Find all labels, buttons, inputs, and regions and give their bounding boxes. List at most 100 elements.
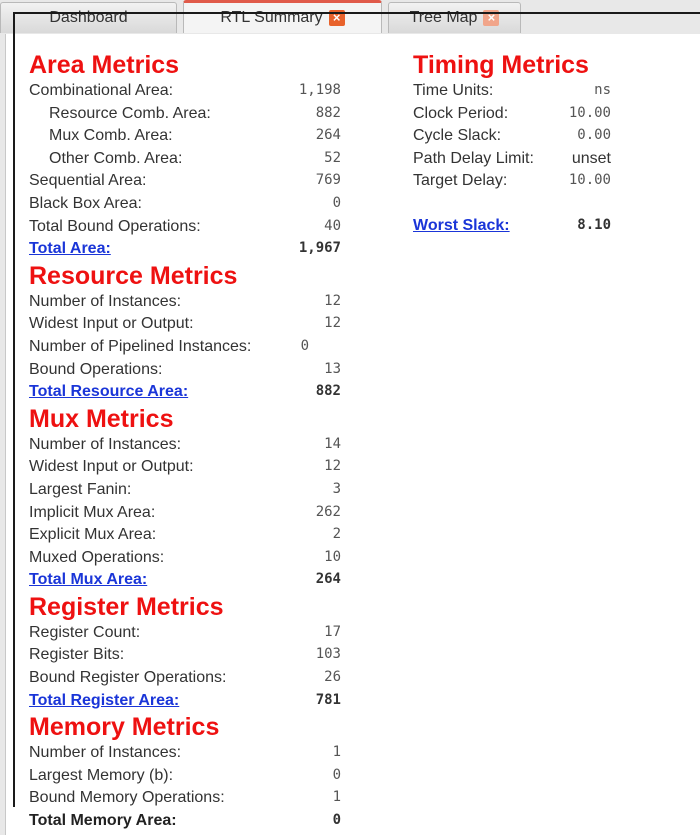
metric-row: Combinational Area: 1,198	[22, 80, 347, 103]
metric-value: unset	[571, 149, 611, 167]
metric-row: Target Delay: 10.00	[413, 170, 700, 193]
metric-label: Path Delay Limit:	[413, 149, 534, 167]
worst-slack-row: Worst Slack: 8.10	[413, 215, 700, 238]
metric-value: 12	[324, 458, 341, 475]
metric-row: Register Count: 17	[22, 622, 347, 645]
metric-value: 264	[315, 127, 341, 144]
mux-metrics-heading: Mux Metrics	[29, 404, 174, 433]
metric-label: Register Bits:	[29, 646, 125, 664]
metric-row: Path Delay Limit: unset	[413, 148, 700, 171]
timing-metrics-heading: Timing Metrics	[413, 51, 589, 79]
metric-label: Mux Comb. Area:	[49, 127, 173, 145]
metric-label: Widest Input or Output:	[29, 458, 194, 476]
metric-value: ns	[594, 82, 611, 98]
metric-value: 882	[315, 383, 341, 400]
metric-label: Other Comb. Area:	[49, 149, 183, 167]
metric-value: 40	[324, 217, 341, 234]
metric-row: Implicit Mux Area: 262	[22, 502, 347, 525]
tab-dashboard[interactable]: Dashboard	[0, 2, 177, 33]
metric-row: Largest Fanin: 3	[22, 479, 347, 502]
total-resource-area-link[interactable]: Total Resource Area:	[29, 383, 189, 401]
metric-label: Largest Memory (b):	[29, 766, 174, 784]
metric-row: Total Bound Operations: 40	[22, 216, 347, 239]
total-area-link[interactable]: Total Area:	[29, 240, 111, 258]
total-row: Total Area: 1,967	[22, 238, 347, 261]
metric-value: 13	[324, 360, 341, 377]
metric-value: 1	[332, 789, 341, 806]
metric-label: Time Units:	[413, 82, 494, 99]
right-column: Timing Metrics Time Units: ns Clock Perio…	[413, 50, 700, 238]
spacer	[413, 193, 700, 215]
metric-value: 0	[332, 766, 341, 783]
metric-label: Largest Fanin:	[29, 480, 132, 498]
metric-row: Largest Memory (b): 0	[22, 765, 347, 788]
metric-label: Target Delay:	[413, 172, 508, 190]
metric-value: 781	[315, 691, 341, 708]
metric-label: Number of Instances:	[29, 744, 182, 762]
summary-panel	[5, 34, 700, 835]
metric-row: Number of Pipelined Instances: 0	[22, 336, 347, 359]
metric-value: 14	[324, 435, 341, 452]
metric-value: 10.00	[568, 104, 611, 121]
total-mux-area-link[interactable]: Total Mux Area:	[29, 571, 148, 589]
metric-value: 17	[324, 623, 341, 640]
memory-metrics-heading: Memory Metrics	[29, 713, 220, 742]
metric-row: Muxed Operations: 10	[22, 547, 347, 570]
metric-label: Cycle Slack:	[413, 127, 502, 145]
metric-label: Black Box Area:	[29, 194, 142, 212]
metric-label: Combinational Area:	[29, 82, 174, 99]
metric-value: 12	[324, 292, 341, 309]
metric-value: 2	[332, 526, 341, 543]
metric-label: Number of Instances:	[29, 292, 182, 310]
metric-row: Register Bits: 103	[22, 644, 347, 667]
left-column: Area Metrics Combinational Area: 1,198 Re…	[22, 50, 347, 833]
metric-row: Other Comb. Area: 52	[22, 148, 347, 171]
metric-row: Widest Input or Output: 12	[22, 456, 347, 479]
metric-label: Bound Register Operations:	[29, 669, 227, 687]
metric-value: 10.00	[568, 172, 611, 189]
metric-row: Explicit Mux Area: 2	[22, 524, 347, 547]
metric-label: Muxed Operations:	[29, 548, 165, 566]
total-row: Total Resource Area: 882	[22, 381, 347, 404]
metric-row: Number of Instances: 1	[22, 742, 347, 765]
metric-value: 769	[315, 172, 341, 189]
metric-label: Implicit Mux Area:	[29, 503, 156, 521]
total-register-area-link[interactable]: Total Register Area:	[29, 691, 180, 709]
metric-label: Bound Memory Operations:	[29, 789, 225, 807]
close-icon[interactable]: ×	[328, 10, 345, 26]
metric-value: 0	[300, 337, 309, 354]
metric-row: Widest Input or Output: 12	[22, 313, 347, 336]
summary-frame	[13, 12, 700, 807]
metric-value: 8.10	[577, 216, 611, 233]
metric-value: 12	[324, 315, 341, 332]
metric-row: Bound Operations: 13	[22, 359, 347, 382]
metric-value: 0	[332, 812, 341, 829]
metric-value: 1	[332, 744, 341, 761]
metric-row: Number of Instances: 12	[22, 291, 347, 314]
metric-row: Resource Comb. Area: 882	[22, 103, 347, 126]
metric-label: Register Count:	[29, 623, 141, 641]
metric-value: 26	[324, 669, 341, 686]
metric-label: Sequential Area:	[29, 172, 147, 190]
metric-value: 1,967	[298, 240, 341, 257]
metric-label: Clock Period:	[413, 104, 509, 122]
metric-value: 1,198	[298, 82, 341, 98]
metric-row: Cycle Slack: 0.00	[413, 125, 700, 148]
metric-value: 52	[324, 149, 341, 166]
resource-metrics-heading: Resource Metrics	[29, 261, 238, 290]
metric-label: Explicit Mux Area:	[29, 526, 157, 544]
metric-label: Total Bound Operations:	[29, 217, 201, 235]
metric-value: 103	[315, 646, 341, 663]
metric-label: Resource Comb. Area:	[49, 104, 211, 122]
worst-slack-link[interactable]: Worst Slack:	[413, 216, 510, 234]
metric-value: 0.00	[577, 127, 611, 144]
metric-label: Number of Pipelined Instances:	[29, 337, 252, 355]
metric-value: 264	[315, 571, 341, 588]
metric-row: Bound Register Operations: 26	[22, 667, 347, 690]
metric-row: Mux Comb. Area: 264	[22, 125, 347, 148]
metric-value: 0	[332, 194, 341, 211]
metric-label: Total Memory Area:	[29, 812, 177, 830]
metric-row: Black Box Area: 0	[22, 193, 347, 216]
metric-value: 3	[332, 480, 341, 497]
close-icon[interactable]: ×	[483, 10, 500, 26]
